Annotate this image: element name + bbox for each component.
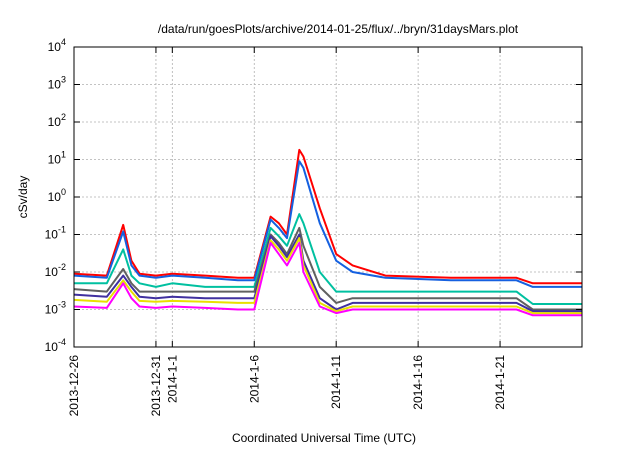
y-tick-label: 10-3	[45, 300, 66, 317]
y-tick-label: 10-1	[45, 225, 66, 242]
series-line-3	[74, 213, 582, 305]
x-tick-label: 2013-12-31	[149, 355, 163, 417]
plot-frame	[73, 46, 583, 348]
y-tick-label: 10-2	[45, 262, 66, 279]
series-line-5	[73, 233, 582, 313]
series-line-1	[73, 148, 582, 285]
y-tick-label: 103	[48, 75, 66, 92]
y-tick-label: 100	[48, 187, 66, 204]
y-tick-label: 101	[48, 150, 66, 167]
series-line-2	[73, 160, 582, 288]
series-line-4	[73, 226, 582, 311]
x-tick-label: 2014-1-21	[493, 355, 507, 410]
y-tick-label: 102	[48, 112, 66, 129]
y-tick-label: 104	[48, 37, 66, 54]
x-tick-label: 2014-1-6	[247, 355, 261, 403]
series-line-6	[73, 237, 582, 315]
y-tick-label: 10-4	[45, 337, 66, 354]
y-axis-label: cSv/day	[16, 176, 30, 219]
series-layer	[73, 148, 582, 317]
series-line-7	[73, 241, 582, 317]
x-tick-label: 2014-1-11	[329, 355, 343, 409]
x-tick-label: 2014-1-16	[411, 355, 425, 410]
x-tick-label: 2013-12-26	[67, 355, 81, 417]
x-tick-label: 2014-1-1	[165, 355, 179, 403]
chart-title: /data/run/goesPlots/archive/2014-01-25/f…	[158, 22, 519, 36]
x-axis-label: Coordinated Universal Time (UTC)	[232, 431, 416, 445]
ticks-layer: 10-4 10-3 10-2 10-1 100 101 102 103 104 2013-12-2…	[45, 37, 582, 416]
